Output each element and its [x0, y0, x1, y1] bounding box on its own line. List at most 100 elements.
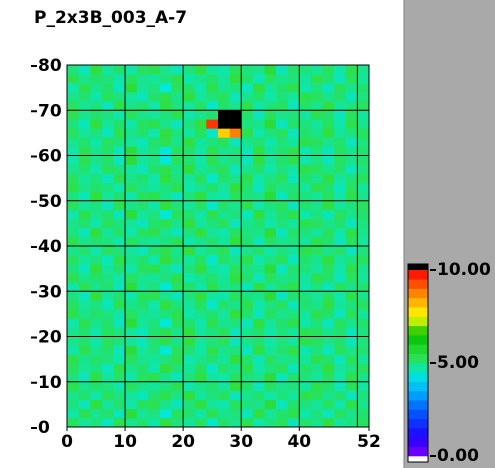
heatmap-cell — [101, 155, 114, 165]
heatmap-cell — [322, 101, 335, 111]
heatmap-cell — [252, 218, 265, 229]
heatmap-cell — [218, 227, 230, 238]
heatmap-cell — [113, 381, 126, 392]
heatmap-cell — [206, 218, 219, 229]
heatmap-cell — [136, 390, 149, 401]
heatmap-cell — [78, 381, 91, 392]
heatmap-cell — [113, 300, 126, 310]
heatmap-cell — [241, 291, 254, 301]
heatmap-cell — [310, 399, 323, 410]
heatmap-cell — [322, 191, 335, 202]
heatmap-cell — [171, 372, 184, 383]
heatmap-cell — [159, 227, 172, 238]
colorbar-band — [408, 335, 428, 345]
heatmap-cell — [287, 273, 300, 283]
heatmap-cell — [264, 182, 277, 192]
heatmap-cell — [241, 399, 254, 410]
heatmap-cell — [194, 227, 207, 238]
heatmap-cell — [136, 345, 149, 355]
heatmap-cell — [218, 363, 230, 373]
heatmap-cell — [252, 137, 265, 147]
heatmap-cell — [334, 101, 347, 111]
heatmap-cell — [206, 101, 219, 111]
heatmap-cell — [299, 101, 312, 111]
heatmap-cell — [101, 218, 114, 229]
heatmap-cell — [171, 128, 184, 138]
heatmap-cell — [206, 390, 219, 401]
heatmap-cell — [159, 146, 172, 156]
heatmap-cell — [345, 255, 358, 265]
heatmap-cell — [357, 327, 370, 337]
heatmap-cell — [136, 300, 149, 310]
heatmap-cell — [148, 146, 161, 156]
heatmap-cell — [206, 83, 219, 93]
heatmap-cell — [229, 65, 242, 75]
heatmap-cell — [159, 173, 172, 183]
heatmap-cell — [125, 74, 137, 84]
heatmap-cell — [357, 155, 370, 165]
heatmap-cell — [125, 291, 137, 301]
heatmap-cell — [357, 273, 370, 283]
heatmap-cell — [113, 363, 126, 373]
heatmap-cell — [218, 200, 230, 211]
heatmap-cell — [345, 236, 358, 247]
heatmap-cell — [264, 309, 277, 319]
heatmap-cell — [218, 146, 230, 156]
heatmap-cell — [229, 74, 242, 84]
heatmap-cell — [67, 65, 79, 75]
heatmap-cell — [357, 119, 370, 129]
heatmap-cell — [241, 255, 254, 265]
heatmap-cell — [276, 318, 288, 328]
heatmap-cell — [101, 300, 114, 310]
heatmap-cell — [276, 92, 288, 102]
heatmap-cell — [299, 200, 312, 211]
heatmap-cell — [357, 408, 370, 419]
heatmap-cell — [159, 236, 172, 247]
heatmap-cell — [276, 236, 288, 247]
heatmap-cell — [287, 164, 300, 174]
heatmap-cell — [194, 390, 207, 401]
heatmap-cell — [113, 101, 126, 111]
heatmap-cell — [194, 372, 207, 383]
heatmap-cell — [287, 291, 300, 301]
heatmap-cell — [101, 200, 114, 211]
heatmap-cell — [148, 327, 161, 337]
heatmap-cell — [206, 264, 219, 274]
heatmap-cell — [101, 255, 114, 265]
heatmap-cell — [310, 318, 323, 328]
colorbar-band — [408, 270, 428, 280]
heatmap-cell — [299, 209, 312, 220]
heatmap-cell — [67, 74, 79, 84]
heatmap-cell — [229, 264, 242, 274]
heatmap-cell — [148, 399, 161, 410]
heatmap-cell — [206, 74, 219, 84]
heatmap-cell — [206, 246, 219, 256]
heatmap-cell — [345, 65, 358, 75]
heatmap-cell — [345, 83, 358, 93]
heatmap-cell — [218, 309, 230, 319]
heatmap-cell — [78, 164, 91, 174]
colorbar-band — [408, 372, 428, 382]
heatmap-cell — [136, 173, 149, 183]
heatmap-cell — [357, 255, 370, 265]
heatmap-cell — [159, 363, 172, 373]
heatmap-cell — [148, 236, 161, 247]
heatmap-cell — [206, 110, 219, 120]
heatmap-cell — [241, 318, 254, 328]
heatmap-cell — [241, 417, 254, 428]
heatmap-cell — [206, 155, 219, 165]
heatmap-cell — [101, 92, 114, 102]
heatmap-cell — [299, 74, 312, 84]
heatmap-cell — [276, 390, 288, 401]
heatmap-cell — [357, 390, 370, 401]
heatmap-cell — [183, 164, 196, 174]
heatmap-cell — [194, 119, 207, 129]
heatmap-cell — [136, 155, 149, 165]
heatmap-cell — [229, 354, 242, 364]
heatmap-cell — [287, 74, 300, 84]
heatmap-cell — [90, 381, 103, 392]
heatmap-cell — [148, 164, 161, 174]
heatmap-cell — [159, 264, 172, 274]
heatmap-cell — [194, 282, 207, 292]
